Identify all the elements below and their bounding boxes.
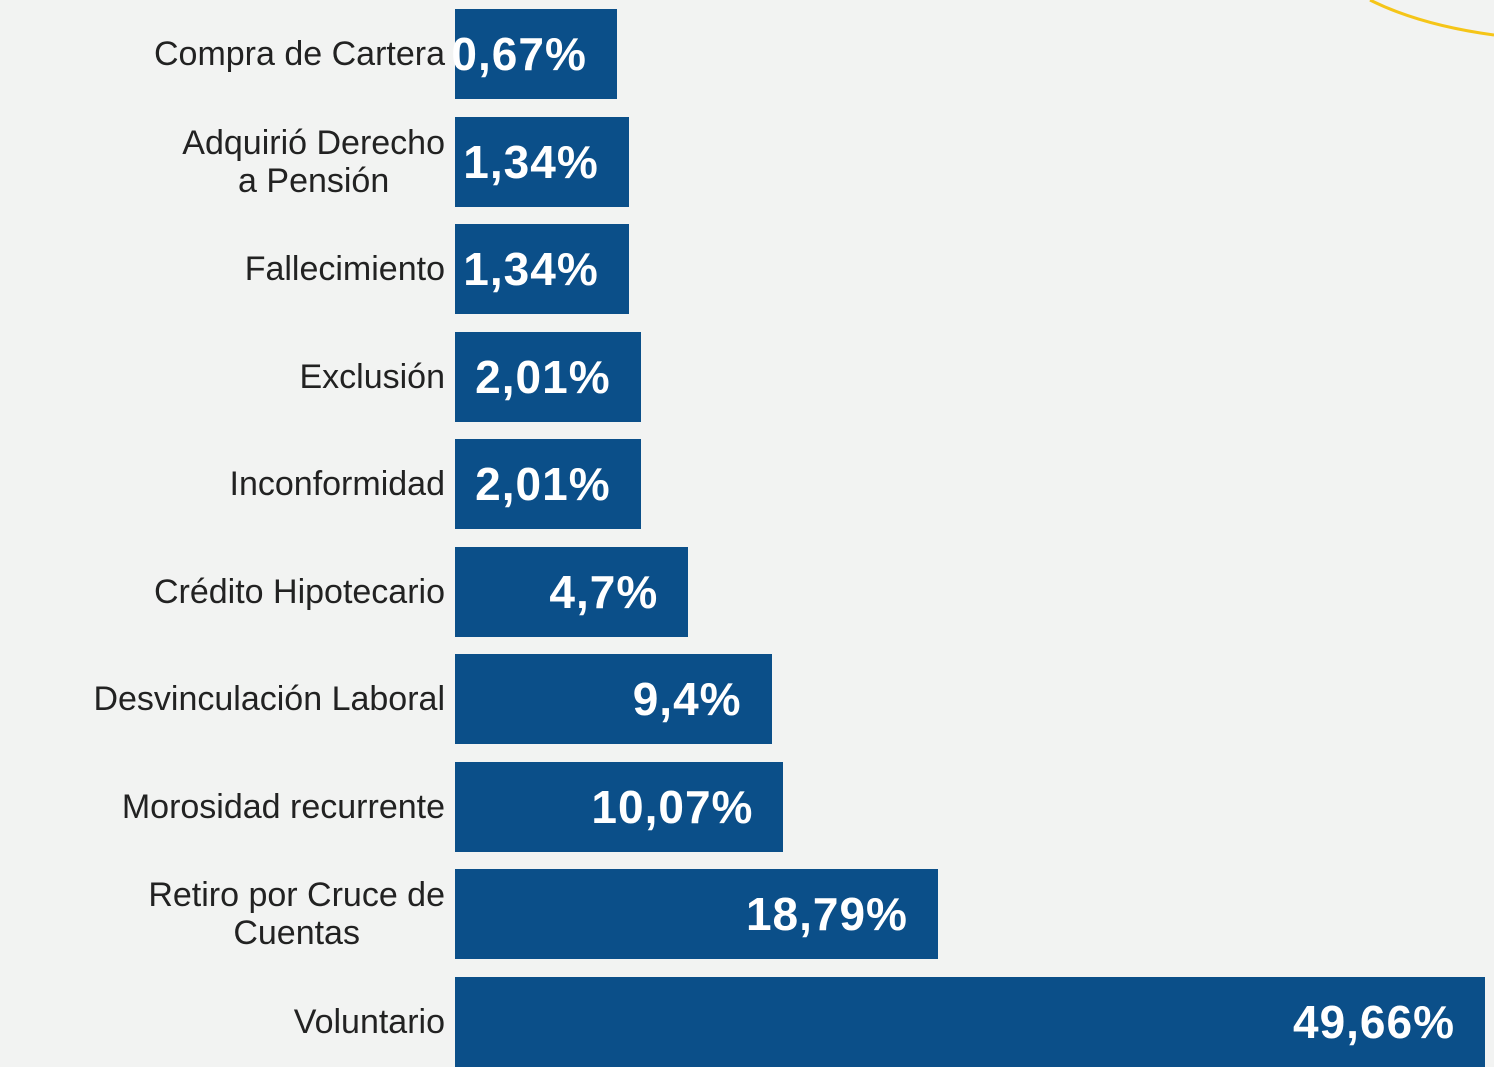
value-label: 0,67% bbox=[451, 28, 587, 80]
category-label: Exclusión bbox=[299, 357, 445, 396]
value-label: 9,4% bbox=[632, 673, 742, 725]
category-label: Inconformidad bbox=[229, 465, 445, 503]
bar-row: Voluntario 49,66% bbox=[0, 976, 1494, 1067]
bar: 49,66% bbox=[455, 976, 1485, 1067]
bar: 4,7% bbox=[455, 546, 689, 637]
category-label: Adquirió Derecho a Pensión bbox=[182, 123, 445, 200]
bar-row: Fallecimiento 1,34% bbox=[0, 224, 1494, 314]
value-label: 10,07% bbox=[591, 780, 754, 833]
bar-row: Adquirió Derecho a Pensión 1,34% bbox=[0, 116, 1494, 207]
value-label: 1,34% bbox=[463, 135, 599, 188]
bar-row: Inconformidad 2,01% bbox=[0, 439, 1494, 529]
bar: 18,79% bbox=[455, 869, 938, 959]
bar-row: Retiro por Cruce de Cuentas 18,79% bbox=[0, 869, 1494, 959]
bar: 0,67% bbox=[451, 9, 617, 99]
bar: 10,07% bbox=[455, 761, 784, 852]
category-label: Retiro por Cruce de Cuentas bbox=[148, 876, 445, 952]
bar-row: Exclusión 2,01% bbox=[0, 331, 1494, 422]
value-label: 1,34% bbox=[463, 243, 599, 295]
category-label: Desvinculación Laboral bbox=[93, 680, 445, 718]
value-label: 2,01% bbox=[475, 350, 611, 403]
category-label: Fallecimiento bbox=[244, 250, 445, 288]
bar: 1,34% bbox=[455, 116, 629, 207]
bar-row: Crédito Hipotecario 4,7% bbox=[0, 546, 1494, 637]
category-label: Voluntario bbox=[293, 1002, 445, 1041]
bar: 2,01% bbox=[455, 331, 641, 422]
value-label: 2,01% bbox=[475, 458, 611, 510]
bar-row: Desvinculación Laboral 9,4% bbox=[0, 654, 1494, 744]
arc bbox=[1369, 0, 1494, 37]
bar-row: Compra de Cartera 0,67% bbox=[0, 9, 1494, 99]
value-label: 4,7% bbox=[549, 565, 659, 618]
bar-row: Morosidad recurrente 10,07% bbox=[0, 761, 1494, 852]
category-label: Morosidad recurrente bbox=[121, 787, 445, 826]
value-label: 18,79% bbox=[745, 888, 908, 940]
category-label: Crédito Hipotecario bbox=[153, 572, 445, 611]
bar: 1,34% bbox=[455, 224, 629, 314]
bar: 2,01% bbox=[455, 439, 641, 529]
bar: 9,4% bbox=[455, 654, 772, 744]
value-label: 49,66% bbox=[1292, 995, 1455, 1048]
category-label: Compra de Cartera bbox=[153, 35, 445, 73]
